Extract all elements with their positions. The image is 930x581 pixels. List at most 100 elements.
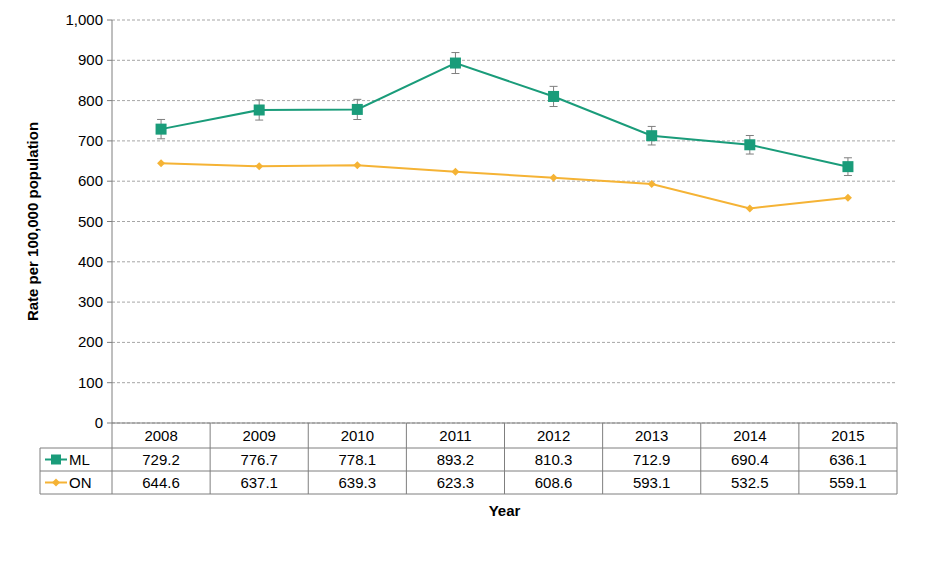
tick-mark — [107, 140, 112, 141]
legend-entry: ML — [45, 451, 90, 468]
table-value: 778.1 — [339, 451, 377, 468]
legend-label: ON — [69, 474, 92, 491]
marker — [254, 104, 265, 115]
error-cap — [648, 144, 656, 145]
table-value: 644.6 — [142, 474, 180, 491]
x-tick-label: 2008 — [144, 427, 177, 444]
error-cap — [746, 135, 754, 136]
table-value: 608.6 — [535, 474, 573, 491]
error-cap — [255, 120, 263, 121]
marker — [646, 130, 657, 141]
marker — [550, 174, 558, 182]
marker — [844, 194, 852, 202]
table-value: 690.4 — [731, 451, 769, 468]
grid-line — [112, 342, 897, 343]
y-axis-label: Rate per 100,000 population — [24, 122, 41, 321]
tick-label: 400 — [78, 253, 103, 270]
error-cap — [255, 99, 263, 100]
table-value: 776.7 — [240, 451, 278, 468]
legend-marker — [51, 455, 61, 465]
table-value: 532.5 — [731, 474, 769, 491]
tick-mark — [107, 60, 112, 61]
grid-line — [112, 140, 897, 141]
grid-line — [112, 20, 897, 21]
grid-line — [112, 181, 897, 182]
table-border — [308, 423, 309, 494]
grid-line — [112, 221, 897, 222]
tick-label: 100 — [78, 374, 103, 391]
error-cap — [844, 175, 852, 176]
error-cap — [353, 119, 361, 120]
table-border — [798, 423, 799, 494]
tick-mark — [107, 20, 112, 21]
marker — [352, 104, 363, 115]
table-value: 637.1 — [240, 474, 278, 491]
error-cap — [550, 86, 558, 87]
tick-label: 0 — [95, 414, 103, 431]
marker — [157, 159, 165, 167]
table-border — [504, 423, 505, 494]
error-cap — [648, 126, 656, 127]
table-border — [112, 423, 113, 494]
tick-mark — [107, 342, 112, 343]
grid-line — [112, 382, 897, 383]
tick-label: 900 — [78, 51, 103, 68]
grid-line — [112, 302, 897, 303]
table-border — [406, 423, 407, 494]
marker — [744, 139, 755, 150]
marker — [353, 161, 361, 169]
table-border — [897, 423, 898, 494]
x-tick-label: 2015 — [831, 427, 864, 444]
table-border — [40, 471, 897, 472]
tick-mark — [107, 382, 112, 383]
legend-marker — [52, 479, 60, 487]
plot-area — [156, 53, 854, 213]
table-border — [210, 423, 211, 494]
table-border — [700, 423, 701, 494]
marker — [450, 58, 461, 69]
x-tick-label: 2013 — [635, 427, 668, 444]
marker — [746, 204, 754, 212]
tick-label: 200 — [78, 333, 103, 350]
marker — [648, 180, 656, 188]
table-border — [40, 448, 41, 494]
x-tick-label: 2012 — [537, 427, 570, 444]
error-cap — [157, 119, 165, 120]
tick-label: 600 — [78, 172, 103, 189]
chart-svg: 0 100 200 300 400 500 600 700 800 900 1,000 Rate pe… — [0, 0, 930, 581]
x-axis-label: Year — [489, 502, 521, 519]
chart-root: 0 100 200 300 400 500 600 700 800 900 1,000 Rate pe… — [0, 0, 930, 581]
table-border — [40, 494, 897, 495]
x-tick-label: 2009 — [243, 427, 276, 444]
table-value: 810.3 — [535, 451, 573, 468]
tick-label: 300 — [78, 293, 103, 310]
table-value: 712.9 — [633, 451, 671, 468]
tick-mark — [107, 423, 112, 424]
marker — [255, 162, 263, 170]
x-tick-label: 2014 — [733, 427, 766, 444]
tick-mark — [107, 100, 112, 101]
tick-label: 500 — [78, 213, 103, 230]
tick-mark — [107, 302, 112, 303]
table-border — [602, 423, 603, 494]
tick-label: 700 — [78, 132, 103, 149]
error-cap — [746, 154, 754, 155]
tick-mark — [107, 221, 112, 222]
x-tick-label: 2010 — [341, 427, 374, 444]
table-value: 893.2 — [437, 451, 475, 468]
tick-label: 800 — [78, 92, 103, 109]
table-border — [40, 448, 897, 449]
grid-line — [112, 100, 897, 101]
table-value: 639.3 — [339, 474, 377, 491]
error-cap — [353, 99, 361, 100]
error-cap — [550, 106, 558, 107]
marker — [842, 161, 853, 172]
marker — [548, 91, 559, 102]
tick-label: 1,000 — [65, 11, 103, 28]
marker — [156, 124, 167, 135]
y-axis — [112, 20, 113, 423]
marker — [451, 168, 459, 176]
error-cap — [157, 138, 165, 139]
grid-line — [112, 261, 897, 262]
table-value: 593.1 — [633, 474, 671, 491]
